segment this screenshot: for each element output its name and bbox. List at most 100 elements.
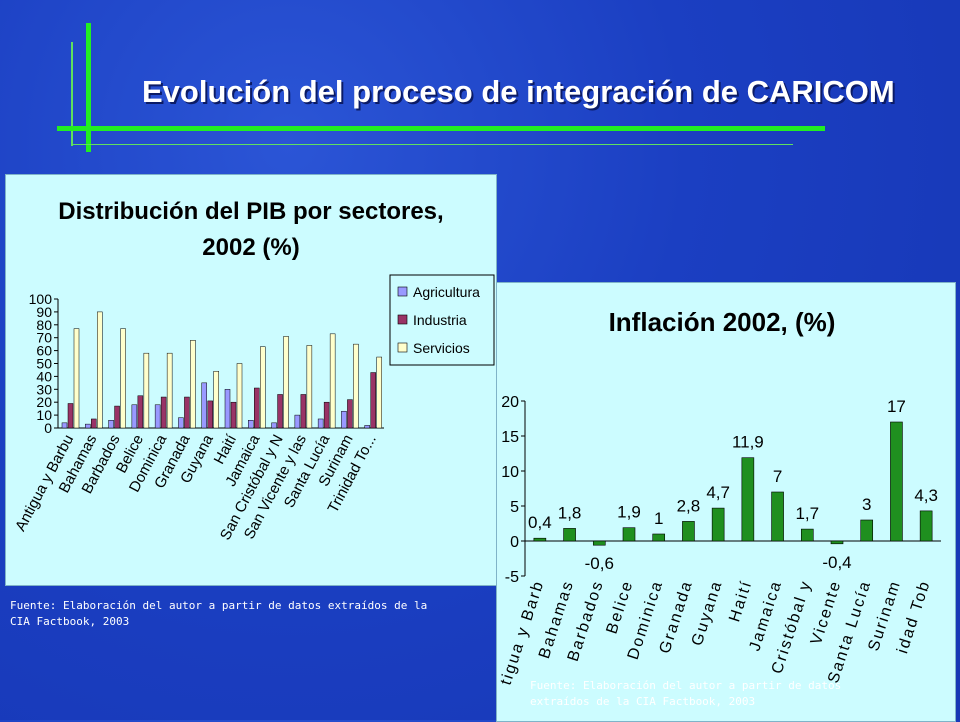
pib-bar-industria — [160, 396, 167, 429]
pib-bar-servicios — [260, 346, 266, 429]
inflation-chart-title: Inflación 2002, (%) — [609, 307, 836, 337]
inflation-data-label: 7 — [773, 467, 782, 486]
pib-legend-box — [389, 274, 495, 366]
pib-bar-servicios — [306, 345, 313, 429]
green-horizontal-bar — [57, 126, 825, 131]
inflation-x-tick-label: tigua y Barb — [498, 578, 548, 687]
pib-chart-panel: Distribución del PIB por sectores, 2002 (… — [5, 174, 497, 586]
inflation-data-label: 2,8 — [677, 496, 701, 515]
pib-y-tick-label: 80 — [36, 317, 52, 333]
inflation-data-label: 1,9 — [617, 503, 641, 522]
pib-bar-industria — [300, 394, 307, 429]
inflation-bar — [741, 457, 755, 542]
inflation-y-tick-label: 15 — [501, 429, 519, 446]
pib-y-tick-label: 10 — [36, 407, 52, 423]
inflation-data-label: 1 — [654, 509, 663, 528]
inflation-y-tick-label: 20 — [501, 394, 519, 411]
pib-bar-servicios — [97, 311, 103, 429]
inflation-bar — [652, 533, 666, 542]
inflation-bar — [533, 537, 547, 542]
pib-bar-agricultura — [317, 418, 324, 429]
pib-bar-servicios — [376, 356, 382, 429]
inflation-data-label: 17 — [887, 397, 906, 416]
slide-title: Evolución del proceso de integración de … — [142, 74, 895, 109]
pib-legend-swatch — [397, 286, 408, 297]
pib-legend-swatch — [397, 314, 408, 325]
pib-bar-agricultura — [224, 389, 231, 429]
pib-bar-industria — [254, 387, 260, 429]
pib-y-tick-label: 40 — [36, 368, 52, 384]
pib-bar-servicios — [73, 328, 80, 429]
pib-bar-servicios — [143, 352, 150, 429]
pib-bar-servicios — [190, 340, 196, 429]
inflation-bar — [830, 540, 844, 545]
pib-bar-agricultura — [294, 414, 301, 429]
pib-legend-swatch — [397, 342, 408, 353]
pib-bar-agricultura — [364, 425, 370, 429]
pib-bar-servicios — [120, 328, 126, 429]
green-vertical-line — [71, 42, 73, 146]
inflation-data-label: 1,7 — [795, 504, 819, 523]
pib-bar-agricultura — [131, 404, 138, 429]
pib-bar-industria — [207, 400, 213, 429]
inflation-x-tick-label: Belice — [603, 578, 636, 636]
inflation-data-label: 11,9 — [732, 433, 764, 452]
pib-y-tick-label: 50 — [36, 356, 52, 372]
pib-bar-industria — [91, 418, 97, 429]
inflation-data-label: 4,7 — [706, 483, 730, 502]
pib-bar-servicios — [353, 343, 359, 429]
inflation-bar — [622, 527, 636, 542]
inflation-bar — [682, 521, 695, 542]
pib-bar-agricultura — [248, 420, 254, 429]
pib-chart-title-line: Distribución del PIB por sectores, — [58, 198, 443, 225]
pib-bar-industria — [277, 394, 283, 429]
pib-bar-industria — [323, 401, 330, 429]
pib-bar-agricultura — [85, 423, 91, 429]
pib-bar-servicios — [283, 336, 289, 429]
inflation-data-label: 0,4 — [528, 513, 552, 532]
pib-bar-agricultura — [201, 382, 207, 429]
inflation-bar — [771, 491, 784, 542]
pib-bar-industria — [114, 405, 120, 429]
pib-chart: Distribución del PIB por sectores, 2002 (… — [12, 198, 495, 543]
inflation-bar — [563, 528, 576, 542]
pib-bar-servicios — [213, 370, 219, 429]
inflation-data-label: -0,4 — [822, 553, 851, 572]
pib-bar-servicios — [236, 363, 243, 429]
pib-bar-industria — [230, 401, 237, 429]
pib-chart-title-line: 2002 (%) — [202, 234, 299, 261]
pib-legend-label: Industria — [413, 312, 467, 328]
inflation-bar — [592, 540, 606, 546]
inflation-data-label: 3 — [862, 495, 871, 514]
inflation-chart-panel: Inflación 2002, (%) -5 0 5 10 15 20 0,4 1,8 -0,6 1… — [496, 282, 956, 722]
inflation-data-label: -0,6 — [585, 554, 614, 573]
pib-y-tick-label: 0 — [44, 420, 52, 436]
pib-bar-servicios — [166, 352, 173, 429]
inflation-x-tick-label: Haití — [726, 578, 755, 624]
inflation-data-label: 4,3 — [914, 486, 938, 505]
inflation-y-tick-label: 0 — [510, 534, 519, 551]
inflation-bar — [890, 421, 903, 542]
pib-bar-agricultura — [341, 410, 347, 429]
pib-bar-agricultura — [154, 404, 161, 429]
pib-source-note: Fuente: Elaboración del autor a partir d… — [10, 599, 428, 628]
pib-legend-label: Servicios — [413, 340, 470, 356]
inflation-bar — [711, 507, 725, 542]
pib-y-tick-label: 70 — [36, 330, 52, 346]
inflation-bar — [800, 528, 814, 542]
pib-bar-agricultura — [271, 422, 277, 429]
pib-y-tick-label: 30 — [36, 381, 52, 397]
pib-bar-industria — [184, 396, 190, 429]
inflation-y-tick-label: -5 — [505, 569, 519, 586]
pib-bar-agricultura — [61, 422, 68, 429]
pib-legend-label: Agricultura — [413, 284, 480, 300]
pib-y-tick-label: 60 — [36, 343, 52, 359]
pib-y-tick-label: 90 — [36, 304, 52, 320]
inflation-bar — [860, 519, 874, 542]
green-horizontal-line — [71, 144, 793, 145]
pib-bar-industria — [370, 372, 376, 429]
inflation-source-note: Fuente: Elaboración del autor a partir d… — [530, 679, 842, 708]
pib-bar-industria — [67, 403, 74, 429]
pib-bar-agricultura — [108, 420, 114, 429]
pib-y-tick-label: 20 — [36, 394, 52, 410]
